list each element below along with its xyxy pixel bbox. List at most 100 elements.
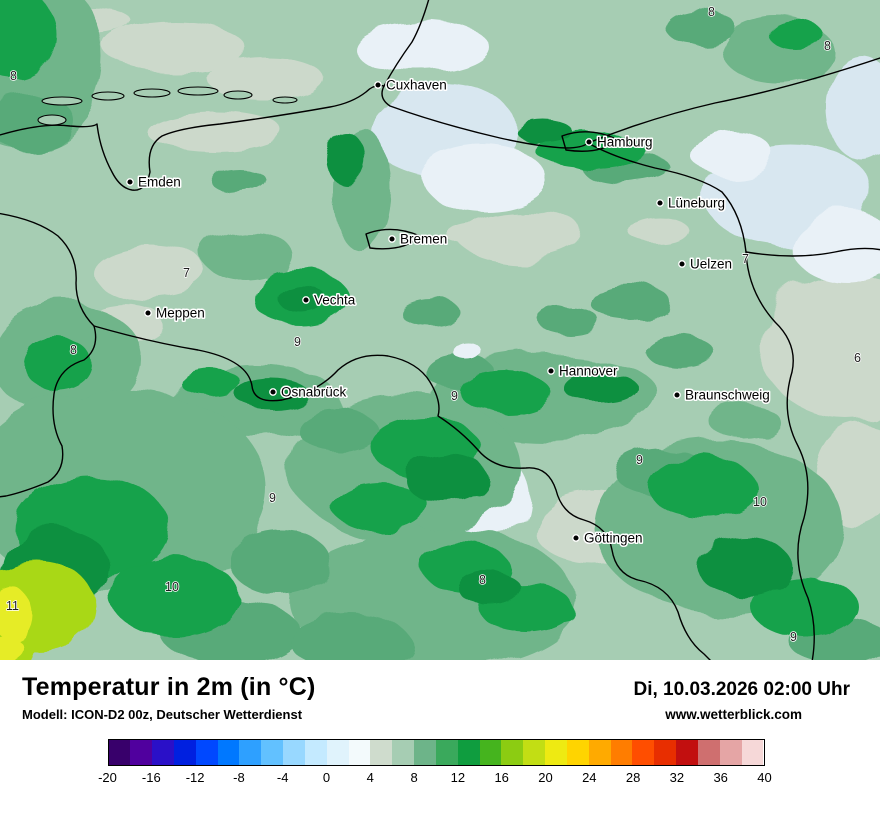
islands (37, 86, 298, 126)
model-info: Modell: ICON-D2 00z, Deutscher Wetterdie… (22, 707, 303, 722)
city-marker: Bremen (388, 230, 449, 248)
legend-color-cell (697, 740, 720, 765)
weather-map: 8 8 8 7 7 8 6 9 9 9 10 9 10 8 11 9 Cuxhaven Hamburg Emden… (0, 0, 880, 660)
city-label: Uelzen (690, 257, 732, 272)
hamburg-state-border (561, 131, 619, 152)
legend-tick-labels: -20 -16 -12 -8 -4 0 4 8 12 16 20 24 28 32 36 40 (98, 770, 772, 788)
city-dot (572, 534, 580, 542)
city-label: Lüneburg (668, 196, 725, 211)
elbe-south-bank (381, 85, 589, 149)
elbe-north-bank (383, 0, 430, 87)
border-northeast (587, 57, 880, 144)
legend-color-cell (283, 740, 305, 765)
legend-tick-label: -16 (141, 770, 161, 785)
city-marker: Hannover (547, 362, 620, 380)
temperature-legend: -20 -16 -12 -8 -4 0 4 8 12 16 20 24 28 32 36 40 (98, 739, 772, 788)
legend-color-cell (501, 740, 524, 765)
city-marker: Vechta (302, 291, 357, 309)
legend-color-cell (370, 740, 393, 765)
city-label: Göttingen (584, 531, 643, 546)
city-dot (388, 235, 396, 243)
legend-tick-label: 16 (494, 770, 509, 785)
city-label: Braunschweig (685, 388, 770, 403)
city-label: Emden (138, 175, 181, 190)
legend-color-cell (392, 740, 415, 765)
temperature-value-label: 8 (479, 573, 486, 587)
legend-tick-label: 24 (582, 770, 597, 785)
legend-color-cell (348, 740, 371, 765)
city-marker: Emden (126, 173, 182, 191)
city-dot (547, 367, 555, 375)
temperature-value-label: 9 (790, 630, 797, 644)
legend-tick-label: -20 (98, 770, 117, 785)
city-label: Hamburg (597, 135, 653, 150)
border-east (587, 142, 815, 660)
temperature-labels-layer: 8 8 8 7 7 8 6 9 9 9 10 9 10 8 11 9 (5, 4, 862, 645)
legend-tick-label: 40 (757, 770, 772, 785)
temperature-value-label: 10 (165, 580, 179, 594)
legend-color-cell (545, 740, 567, 765)
temperature-value-label: 9 (269, 491, 276, 505)
legend-color-cell (217, 740, 240, 765)
temperature-value-label: 9 (451, 389, 458, 403)
map-title: Temperatur in 2m (in °C) (22, 673, 316, 701)
city-dot (585, 138, 593, 146)
city-dot (374, 81, 382, 89)
city-dot (678, 260, 686, 268)
temperature-value-label: 8 (708, 5, 715, 19)
legend-color-cell (108, 740, 131, 765)
legend-color-cell (610, 740, 633, 765)
city-dot (673, 391, 681, 399)
city-marker: Meppen (144, 304, 206, 322)
city-label: Vechta (314, 293, 356, 308)
temperature-value-label: 8 (824, 39, 831, 53)
legend-color-cell (457, 740, 480, 765)
city-label: Hannover (559, 364, 618, 379)
legend-color-cell (566, 740, 589, 765)
legend-color-cell (152, 740, 174, 765)
legend-tick-label: 0 (322, 770, 331, 785)
temperature-value-label: 8 (10, 69, 17, 83)
border-south (93, 325, 711, 660)
legend-tick-label: 8 (410, 770, 418, 785)
city-dot (144, 309, 152, 317)
bremen-state-border (365, 228, 421, 250)
legend-color-cell (195, 740, 218, 765)
legend-tick-label: 28 (625, 770, 641, 785)
city-marker: Uelzen (678, 255, 734, 273)
footer-subtitle-row: Modell: ICON-D2 00z, Deutscher Wetterdie… (22, 707, 850, 722)
city-marker: Cuxhaven (374, 76, 448, 94)
map-footer: Temperatur in 2m (in °C) Di, 10.03.2026 … (0, 660, 880, 788)
map-area: 8 8 8 7 7 8 6 9 9 9 10 9 10 8 11 9 Cuxhaven Hamburg Emden… (0, 0, 880, 660)
legend-color-cell (719, 740, 742, 765)
footer-title-row: Temperatur in 2m (in °C) Di, 10.03.2026 … (22, 673, 850, 702)
legend-color-cell (654, 740, 677, 765)
temperature-value-label: 8 (70, 343, 77, 357)
legend-color-cell (304, 740, 327, 765)
city-label: Meppen (156, 306, 205, 321)
legend-tick-label: 4 (366, 770, 374, 785)
border-lines (0, 0, 880, 660)
terrain-detail-blobs (0, 0, 880, 660)
legend-color-cell (588, 740, 611, 765)
temperature-value-label: 6 (854, 351, 861, 365)
temperature-value-label: 9 (294, 335, 301, 349)
city-marker: Göttingen (572, 529, 644, 547)
temperature-value-label: 10 (753, 495, 767, 509)
legend-color-cell (414, 740, 436, 765)
legend-color-cell (173, 740, 196, 765)
city-markers-layer: Cuxhaven Hamburg Emden Lüneburg Bremen Uelzen… (126, 76, 771, 547)
legend-color-cell (239, 740, 262, 765)
legend-tick-label: -4 (276, 770, 289, 785)
legend-colorbar (107, 739, 765, 766)
city-dot (656, 199, 664, 207)
city-marker: Lüneburg (656, 194, 727, 212)
city-dot (302, 296, 310, 304)
legend-color-cell (632, 740, 655, 765)
legend-tick-label: -8 (233, 770, 245, 785)
legend-tick-label: -12 (185, 770, 205, 785)
map-datetime: Di, 10.03.2026 02:00 Uhr (633, 679, 850, 700)
temperature-value-label: 11 (6, 599, 19, 613)
legend-color-cell (130, 740, 153, 765)
